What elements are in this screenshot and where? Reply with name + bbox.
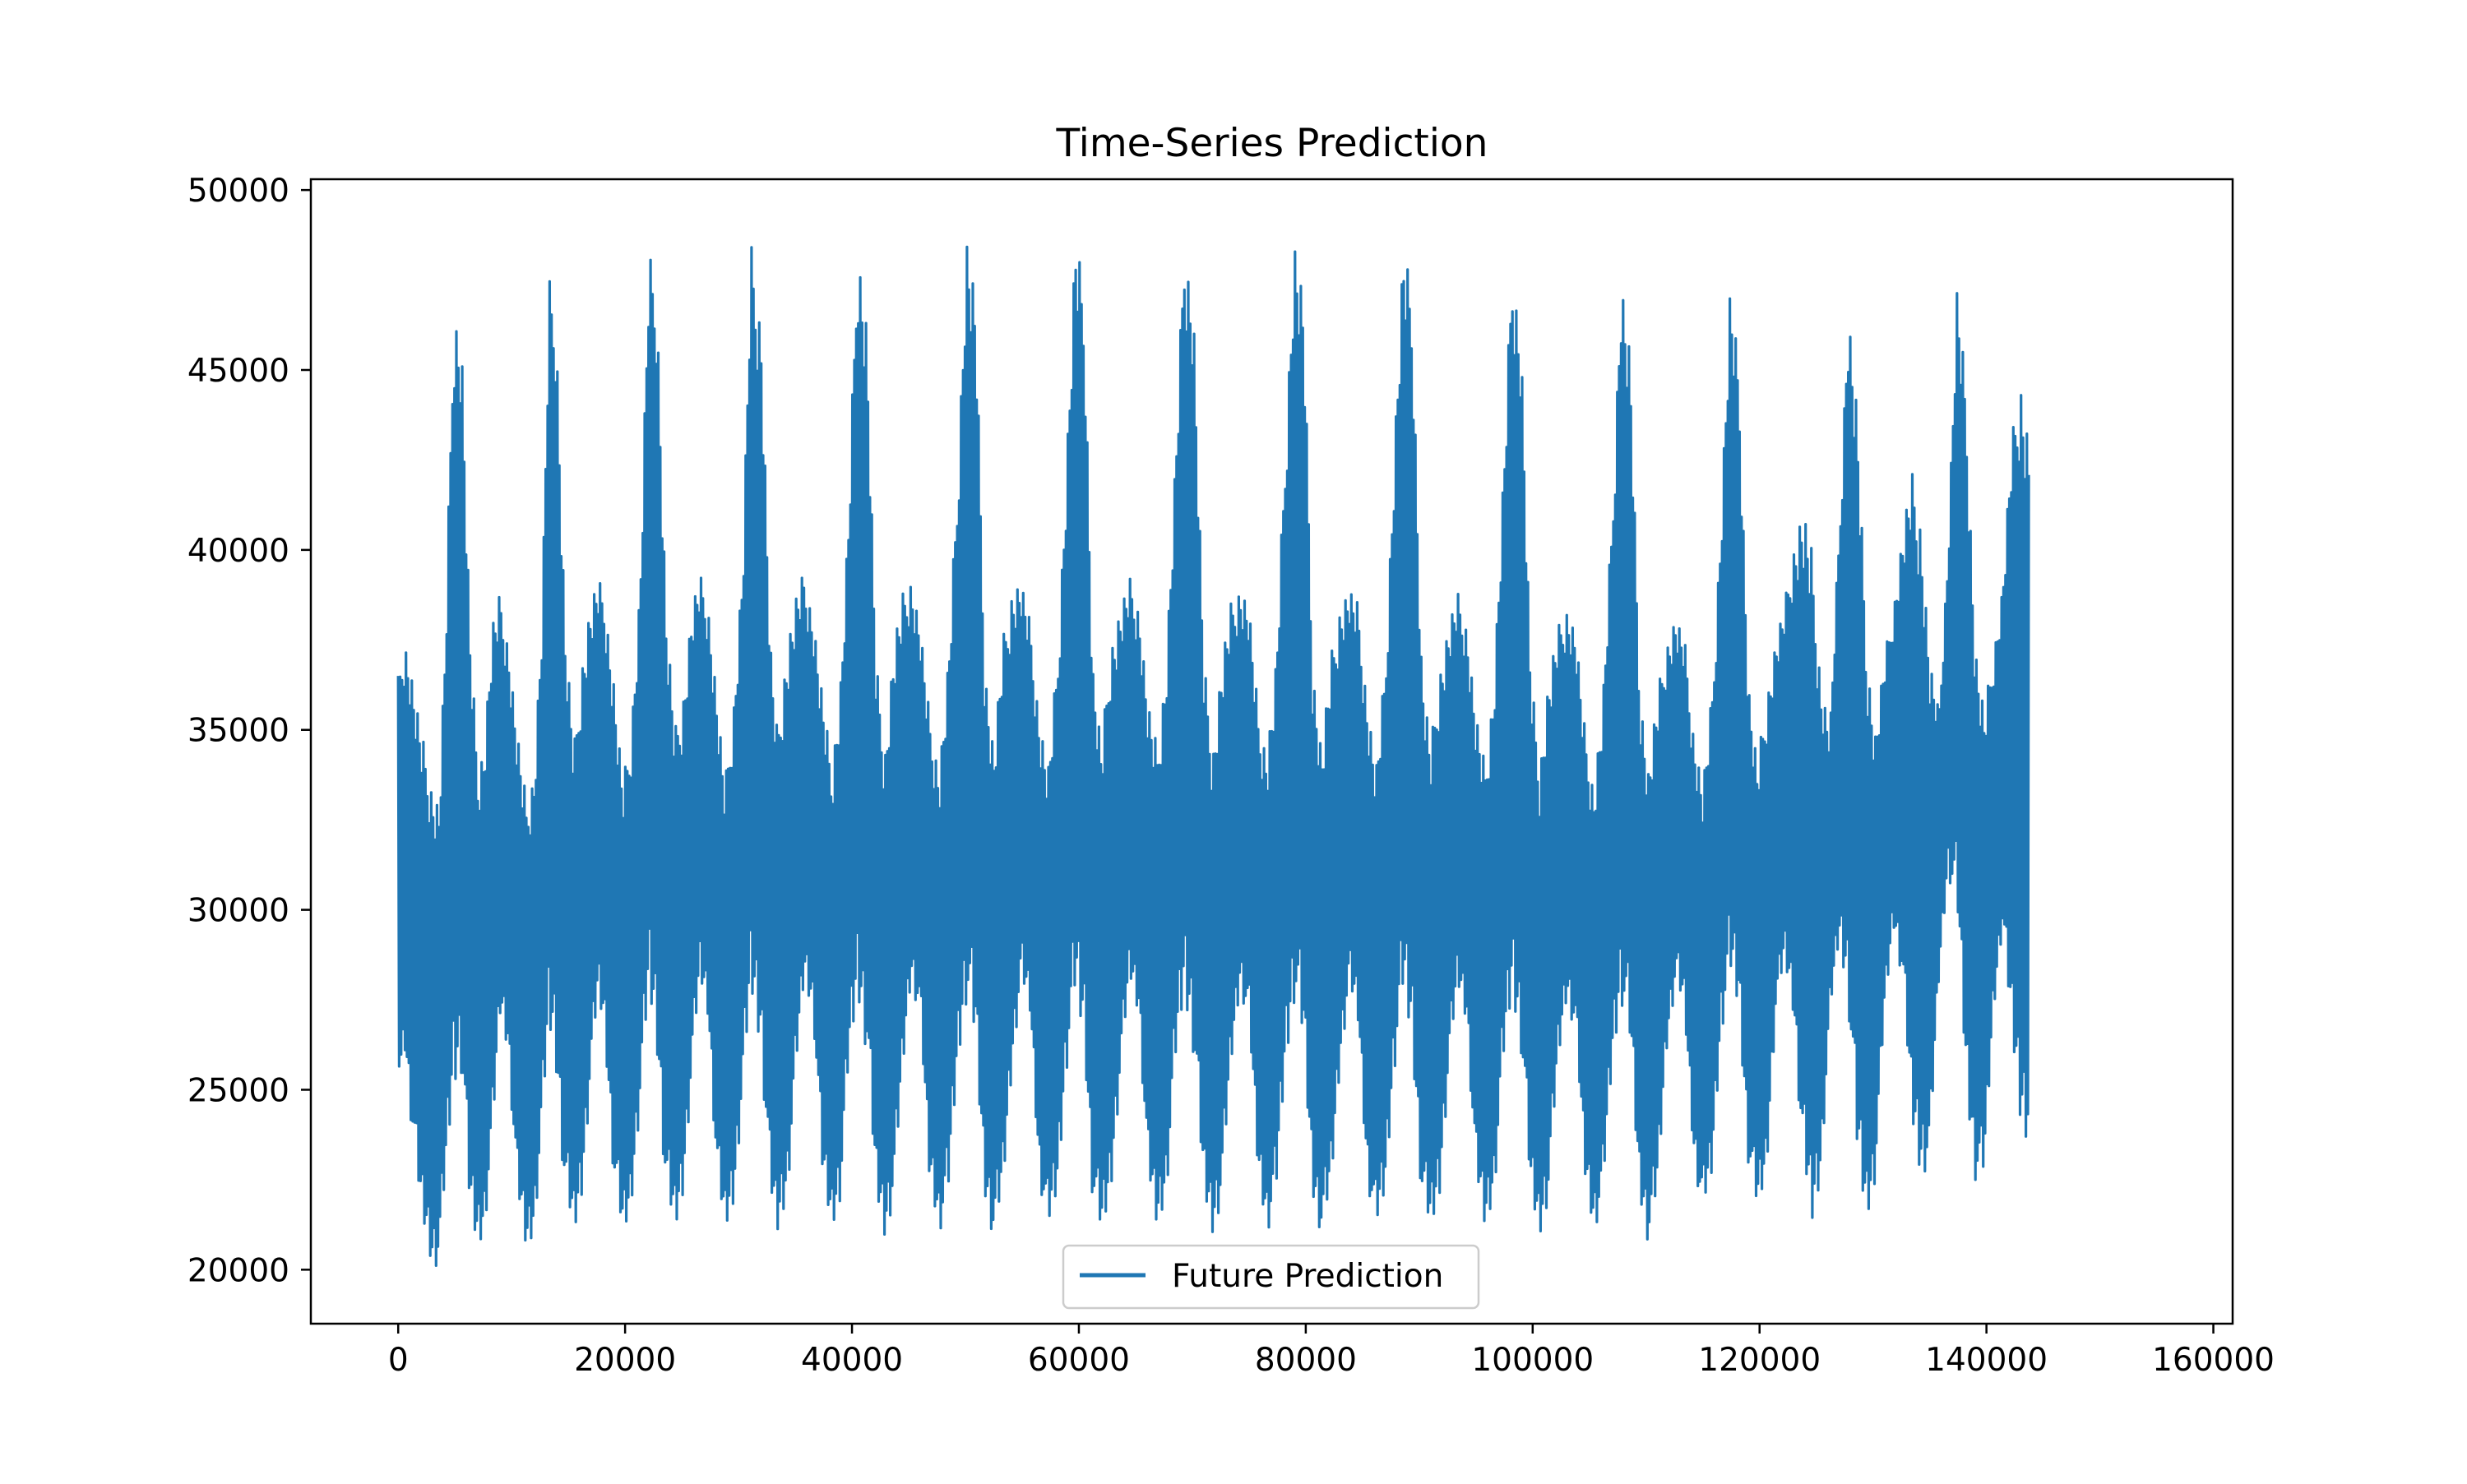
- axes-layer: [309, 178, 2234, 1325]
- y-tick-label: 40000: [187, 533, 289, 570]
- x-tick-label: 40000: [801, 1342, 903, 1379]
- y-tick-label: 25000: [187, 1072, 289, 1109]
- x-tick-label: 140000: [1925, 1342, 2048, 1379]
- y-tick-label: 30000: [187, 893, 289, 930]
- x-axis-ticks: 0 20000 40000 60000 80000 100000 120000 140000 1…: [388, 1324, 2275, 1379]
- y-tick-label: 35000: [187, 713, 289, 750]
- y-tick-label: 20000: [187, 1252, 289, 1289]
- plot-frame: [309, 178, 2234, 1325]
- x-tick-label: 120000: [1698, 1342, 1821, 1379]
- y-axis-ticks: 20000 25000 30000 35000 40000 45000 50000: [187, 173, 311, 1289]
- series-layer: [396, 245, 2030, 1267]
- y-tick-label: 50000: [187, 173, 289, 210]
- x-tick-label: 60000: [1028, 1342, 1130, 1379]
- legend-label-future-prediction: Future Prediction: [1172, 1258, 1443, 1295]
- x-tick-label: 80000: [1255, 1342, 1357, 1379]
- series-line-future-prediction: [396, 245, 2030, 1267]
- x-tick-label: 100000: [1471, 1342, 1594, 1379]
- x-tick-label: 20000: [574, 1342, 676, 1379]
- x-tick-label: 0: [388, 1342, 409, 1379]
- chart-title: Time-Series Prediction: [1056, 121, 1488, 166]
- x-tick-label: 160000: [2152, 1342, 2275, 1379]
- legend-frame: [1062, 1244, 1480, 1310]
- legend: Future Prediction: [1062, 1244, 1480, 1310]
- y-tick-label: 45000: [187, 353, 289, 390]
